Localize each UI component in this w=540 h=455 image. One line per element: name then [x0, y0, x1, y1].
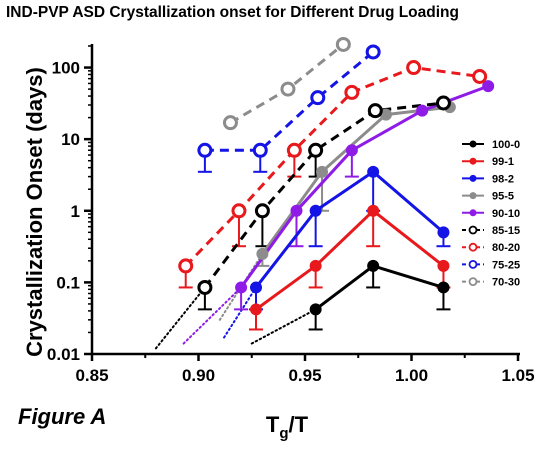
extrapolation-line-85-15: [154, 286, 206, 350]
series-markers: [178, 36, 495, 316]
x-tick-label: 0.95: [288, 366, 321, 385]
series-line-85-15: [203, 101, 444, 289]
data-point-99-1: [437, 259, 450, 272]
y-tick-label: 100: [52, 59, 80, 78]
legend-label-90-10: 90-10: [492, 208, 520, 220]
series-line-80-20: [184, 66, 480, 267]
data-point-100-0: [309, 303, 322, 316]
extrapolation-lines: [154, 252, 317, 350]
legend-label-75-25: 75-25: [492, 259, 520, 271]
data-point-80-20: [406, 60, 422, 76]
data-point-90-10: [290, 204, 303, 217]
data-point-70-30: [335, 36, 351, 52]
data-point-99-1: [367, 204, 380, 217]
data-point-98-2: [437, 226, 450, 239]
data-point-80-20: [472, 69, 488, 85]
legend-marker-85-15: [468, 225, 478, 235]
legend-marker-98-2: [469, 174, 477, 182]
legend-label-99-1: 99-1: [492, 156, 514, 168]
data-point-70-30: [222, 115, 238, 131]
data-point-85-15: [435, 95, 451, 111]
data-point-98-2: [250, 281, 263, 294]
data-point-85-15: [367, 103, 383, 119]
series-line-75-25: [204, 50, 375, 152]
x-axis-label-tail: /T: [289, 412, 309, 437]
data-point-90-10: [235, 281, 248, 294]
legend-marker-100-0: [469, 140, 477, 148]
x-tick-label: 0.90: [182, 366, 215, 385]
legend-label-70-30: 70-30: [492, 277, 520, 289]
data-point-100-0: [367, 259, 380, 272]
x-axis-label-main: T: [266, 412, 280, 437]
legend-label-80-20: 80-20: [492, 242, 520, 254]
data-point-95-5: [256, 247, 269, 260]
data-point-75-25: [365, 44, 381, 60]
data-point-70-30: [280, 81, 296, 97]
legend-label-85-15: 85-15: [492, 225, 520, 237]
x-tick-label: 1.00: [395, 366, 428, 385]
data-point-80-20: [344, 84, 360, 100]
series-line-98-2: [254, 170, 445, 289]
legend-marker-95-5: [469, 192, 477, 200]
legend-marker-70-30: [468, 277, 478, 287]
axes: 0.85 0.90 0.95 1.00 1.05 0.01 0.1 1 10 100: [47, 44, 535, 385]
data-point-95-5: [316, 165, 329, 178]
data-point-75-25: [310, 90, 326, 106]
data-point-90-10: [416, 104, 429, 117]
y-tick-label: 0.1: [56, 273, 80, 292]
x-tick-label: 0.85: [75, 366, 108, 385]
x-tick-label: 1.05: [501, 366, 534, 385]
data-point-98-2: [367, 165, 380, 178]
y-tick-label: 0.01: [47, 345, 80, 364]
y-tick-label: 1: [71, 202, 80, 221]
data-point-85-15: [254, 203, 270, 219]
series-line-99-1: [255, 209, 445, 311]
data-point-99-1: [309, 259, 322, 272]
data-point-90-10: [482, 80, 495, 93]
data-point-80-20: [286, 142, 302, 158]
x-axis-label: Tg/T: [266, 412, 309, 442]
data-point-85-15: [308, 142, 324, 158]
legend-label-100-0: 100-0: [492, 139, 520, 151]
extrapolation-line-95-5: [218, 252, 264, 321]
extrapolation-line-90-10: [182, 286, 243, 345]
data-point-75-25: [252, 142, 268, 158]
legend-marker-75-25: [468, 259, 478, 269]
extrapolation-line-98-2: [223, 286, 258, 339]
x-axis-label-subscript: g: [279, 425, 288, 442]
data-point-99-1: [250, 303, 263, 316]
legend-marker-80-20: [468, 242, 478, 252]
y-tick-label: 10: [61, 130, 80, 149]
data-point-80-20: [231, 203, 247, 219]
data-point-90-10: [345, 144, 358, 157]
figure-label: Figure A: [18, 404, 107, 429]
data-point-75-25: [197, 142, 213, 158]
y-axis-label: Crystallization Onset (days): [22, 67, 47, 357]
data-point-80-20: [178, 258, 194, 274]
legend: 100-0 99-1 98-2 95-5 90-10 85-15 80-20 75-25 70-…: [462, 139, 520, 289]
data-point-100-0: [437, 281, 450, 294]
extrapolation-line-100-0: [250, 308, 317, 345]
legend-marker-90-10: [469, 209, 477, 217]
data-point-85-15: [197, 279, 213, 295]
data-point-98-2: [309, 204, 322, 217]
legend-label-95-5: 95-5: [492, 191, 514, 203]
chart-title: IND-PVP ASD Crystallization onset for Di…: [6, 4, 459, 21]
legend-marker-99-1: [469, 157, 477, 165]
legend-label-98-2: 98-2: [492, 173, 514, 185]
